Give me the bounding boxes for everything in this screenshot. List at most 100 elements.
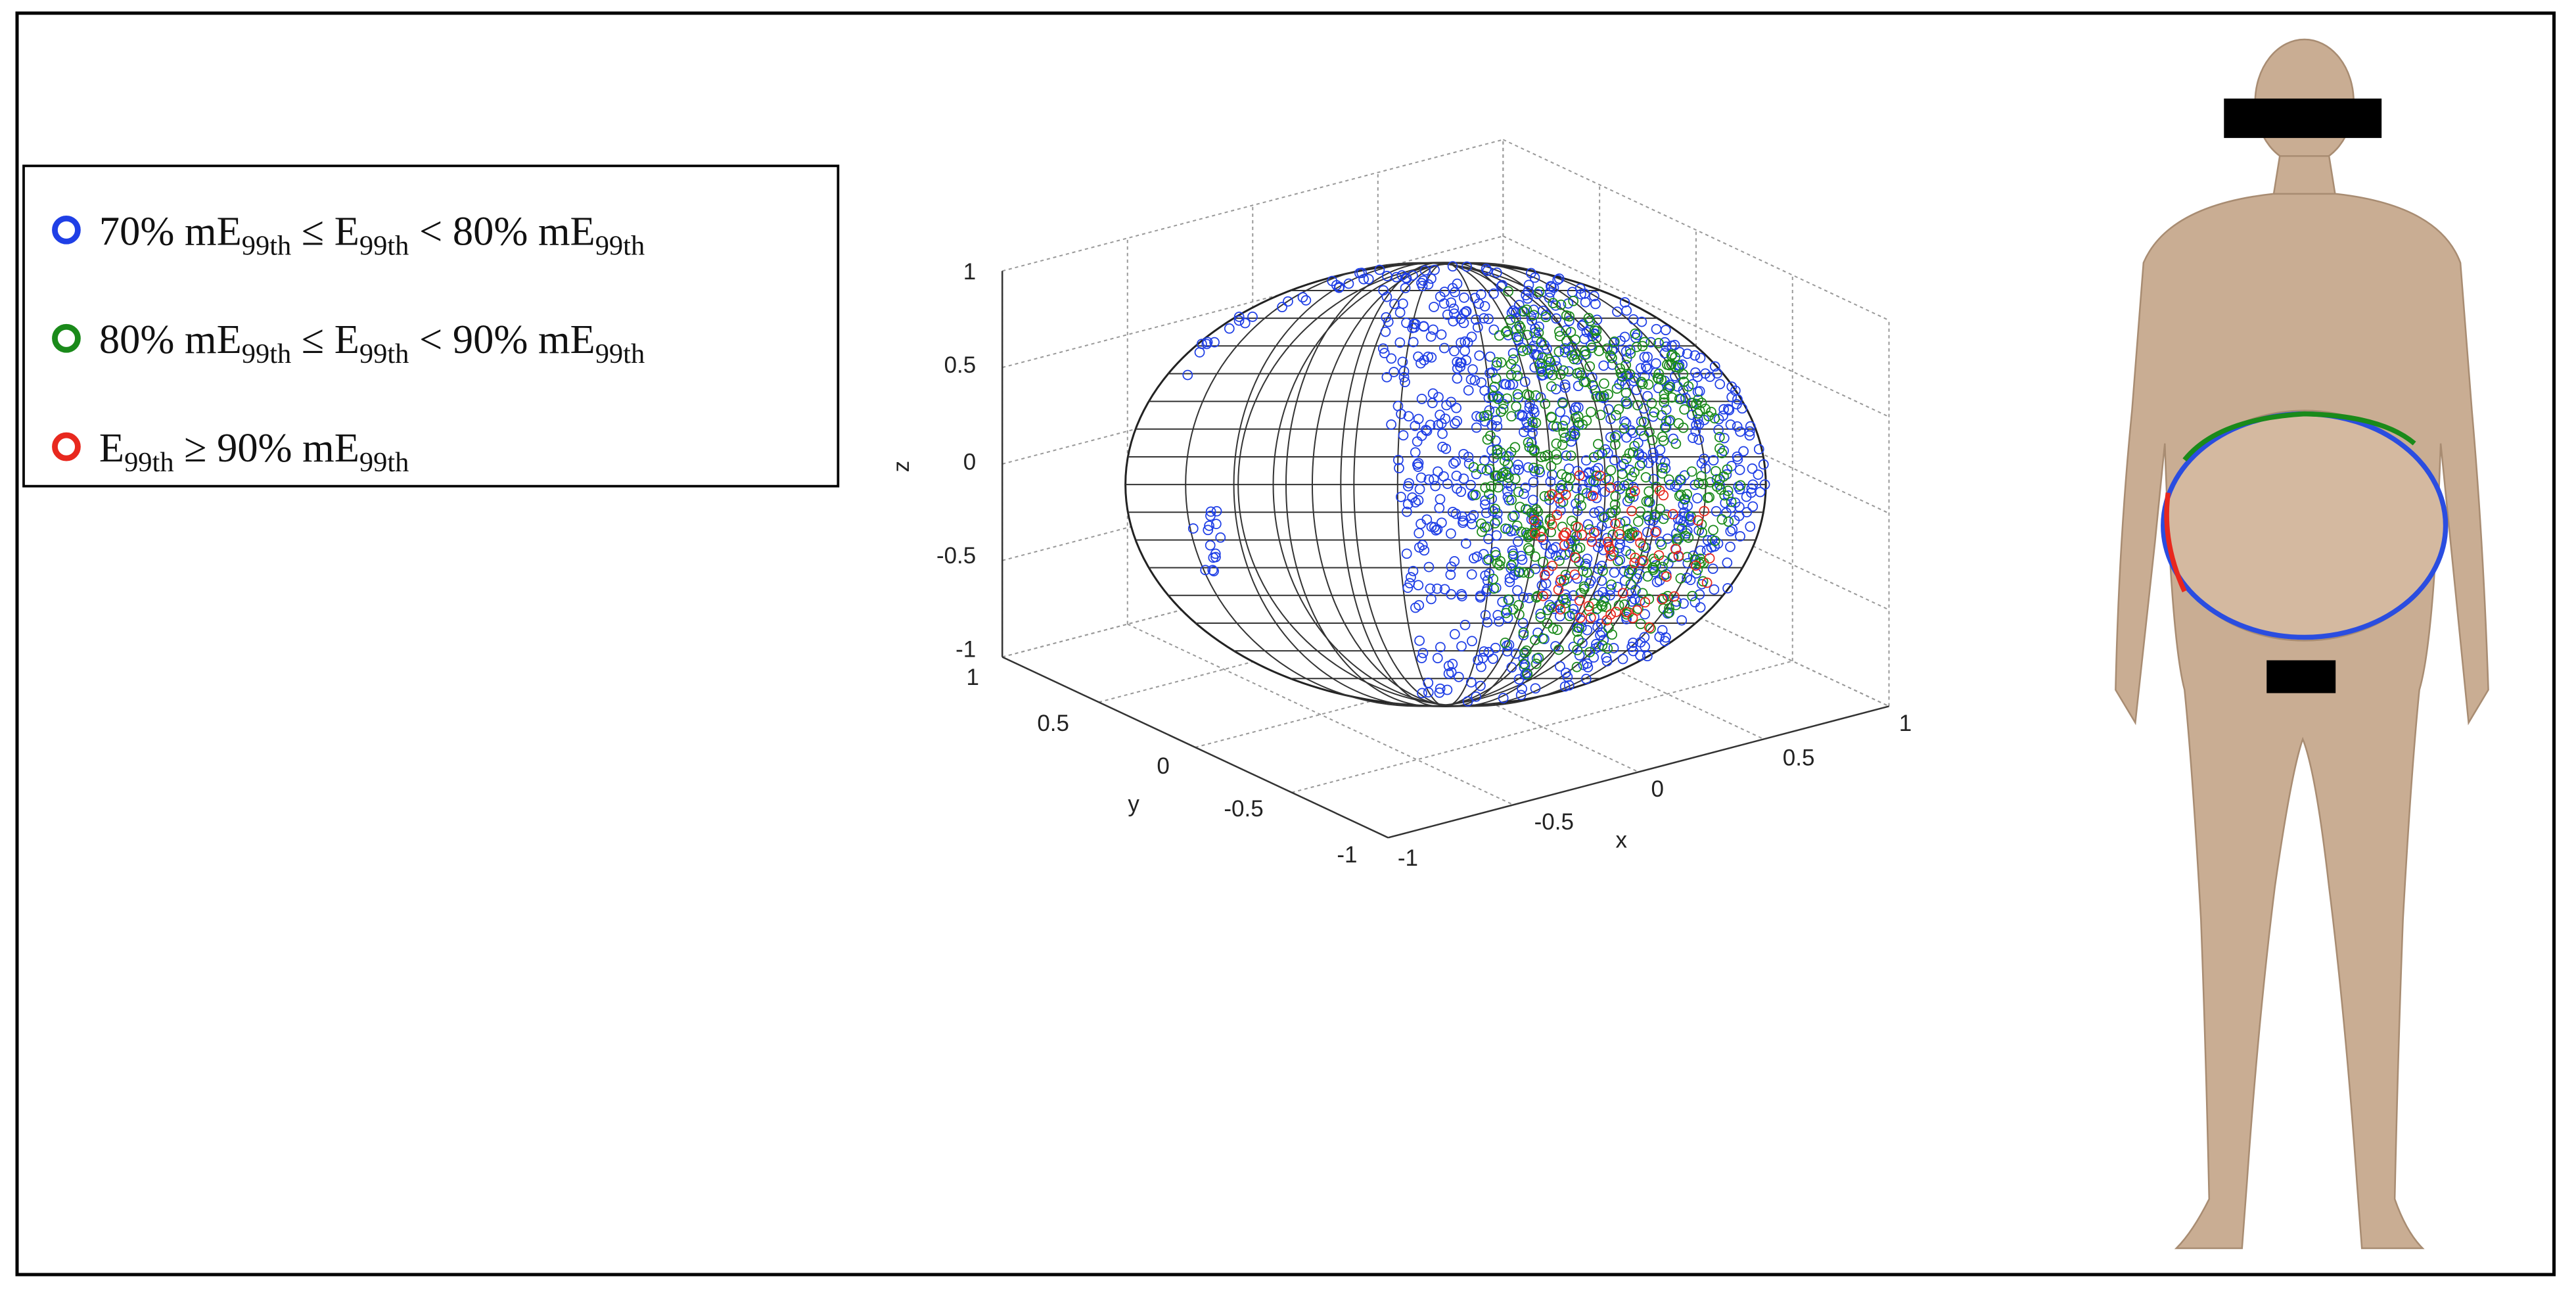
scatter-point	[1605, 465, 1617, 476]
scatter-point	[1707, 563, 1718, 575]
scatter-point	[1530, 658, 1542, 669]
scatter-point	[1613, 555, 1623, 567]
scatter-point	[1381, 291, 1392, 302]
scatter-point	[1624, 344, 1636, 355]
scatter-point	[1215, 532, 1226, 543]
scatter-point	[1358, 273, 1369, 285]
scatter-point	[1389, 367, 1399, 377]
scatter-point	[1582, 658, 1592, 669]
scatter-point	[1714, 379, 1726, 390]
scatter-point	[1529, 515, 1540, 526]
scatter-point	[1446, 528, 1456, 539]
scatter-point	[1476, 518, 1487, 529]
scatter-point	[1484, 431, 1496, 441]
scatter-point	[1363, 273, 1374, 285]
belly-red-arc	[2164, 492, 2187, 593]
scatter-point	[1582, 567, 1592, 578]
scatter-point	[1667, 392, 1678, 403]
scatter-point	[1513, 464, 1524, 475]
scatter-point	[1615, 517, 1626, 528]
scatter-point	[1507, 545, 1518, 556]
scatter-point	[1439, 287, 1450, 297]
scatter-point	[1392, 454, 1404, 465]
scatter-point	[1551, 438, 1562, 449]
scatter-point	[1564, 311, 1575, 322]
scatter-point	[1506, 560, 1517, 571]
scatter-point	[1482, 575, 1493, 586]
scatter-point	[1586, 406, 1596, 417]
scatter-point	[1557, 439, 1568, 450]
scatter-point	[1735, 531, 1745, 542]
scatter-point	[1714, 479, 1725, 490]
scatter-point	[1658, 513, 1669, 525]
scatter-point	[1435, 642, 1446, 653]
scatter-point	[1542, 618, 1553, 629]
scatter-point	[1576, 500, 1587, 511]
scatter-point	[1674, 393, 1685, 404]
scatter-point	[1607, 529, 1619, 540]
scatter-point	[1492, 421, 1503, 432]
scatter-point	[1603, 475, 1615, 485]
scatter-point	[1488, 288, 1499, 299]
scatter-point	[1605, 350, 1616, 361]
scatter-point	[1479, 313, 1489, 324]
scatter-point	[1401, 548, 1412, 559]
scatter-point	[1673, 521, 1684, 532]
scatter-point	[1413, 461, 1423, 472]
scatter-point	[1448, 303, 1460, 314]
scatter-point	[1608, 643, 1619, 653]
scatter-point	[1641, 496, 1652, 507]
scatter-point	[1555, 575, 1567, 585]
scatter-point	[1693, 478, 1704, 488]
tick-label: 1	[1899, 711, 1912, 736]
scatter-point	[1536, 337, 1547, 348]
scatter-point	[1515, 550, 1527, 561]
scatter-point	[1598, 596, 1609, 607]
scatter-point	[1475, 592, 1486, 603]
scatter-point	[1670, 362, 1681, 373]
scatter-point	[1417, 540, 1428, 551]
scatter-point	[1496, 281, 1507, 292]
scatter-point	[1386, 353, 1397, 364]
scatter-point	[1688, 433, 1698, 443]
scatter-point	[1539, 491, 1550, 502]
scatter-point	[1460, 306, 1471, 317]
scatter-point	[1532, 289, 1543, 300]
scatter-point	[1481, 264, 1492, 274]
scatter-point	[1591, 390, 1602, 402]
scatter-point	[1658, 490, 1669, 501]
scatter-point	[1412, 436, 1423, 447]
scatter-point	[1673, 550, 1684, 561]
scatter-point	[1475, 680, 1486, 692]
scatter-point	[1529, 509, 1540, 521]
tick-label: -0.5	[1224, 796, 1263, 822]
tick-label: 1	[967, 665, 979, 690]
scatter-point	[1703, 411, 1714, 421]
scatter-point	[1589, 291, 1599, 302]
scatter-point	[1488, 324, 1500, 335]
scatter-point	[1201, 339, 1212, 350]
scatter-point	[1442, 309, 1453, 320]
scatter-point	[1674, 474, 1686, 485]
scatter-point	[1610, 518, 1621, 529]
tick-label: -0.5	[936, 543, 976, 569]
scatter-point	[1663, 474, 1674, 485]
scatter-point	[1584, 361, 1596, 372]
scatter-point	[1211, 505, 1222, 517]
scatter-point	[1421, 425, 1433, 436]
scatter-point	[1711, 474, 1722, 484]
scatter-point	[1504, 576, 1515, 588]
label-text: < 90% mE	[409, 316, 595, 362]
scatter-point	[1426, 273, 1437, 284]
scatter-point	[1679, 404, 1690, 415]
scatter-point	[1392, 400, 1404, 411]
scatter-point	[1659, 393, 1670, 404]
scatter-point	[1605, 609, 1616, 620]
scatter-point	[1686, 398, 1697, 408]
scatter-point	[1682, 500, 1693, 511]
scatter-point	[1713, 538, 1724, 549]
scatter-point	[1413, 351, 1423, 362]
scatter-point	[1483, 534, 1494, 544]
scatter-point	[1572, 505, 1583, 517]
scatter-point	[1551, 449, 1561, 460]
